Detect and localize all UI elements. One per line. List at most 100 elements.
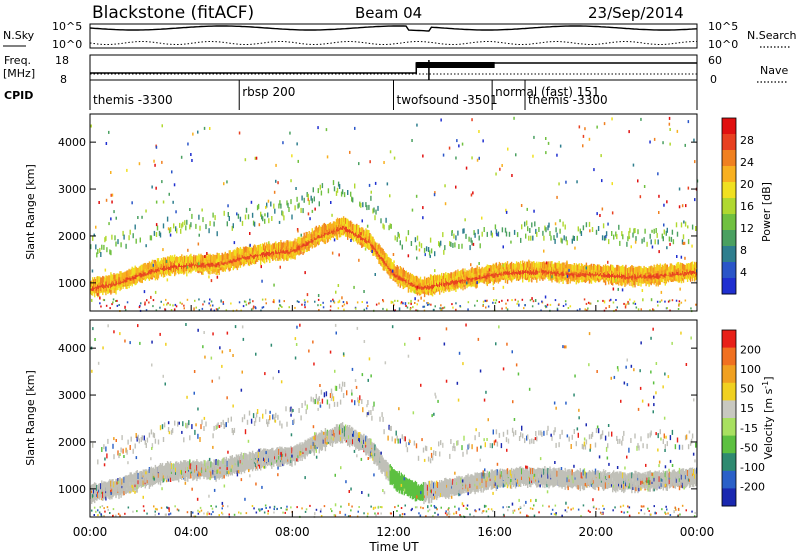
echo-cell xyxy=(633,275,635,281)
echo-cell xyxy=(487,264,489,271)
echo-cell xyxy=(497,267,500,274)
echo-cell xyxy=(240,458,243,465)
echo-cell xyxy=(111,274,113,281)
echo-cell xyxy=(376,248,378,255)
echo-cell xyxy=(137,473,139,479)
echo-cell xyxy=(98,283,100,289)
scatter-cell xyxy=(154,163,156,167)
scatter-cell xyxy=(190,153,192,156)
echo-cell xyxy=(208,265,210,271)
echo-cell xyxy=(223,461,225,468)
echo-cell xyxy=(125,482,127,489)
echo-cell xyxy=(312,231,314,238)
echo-cell xyxy=(464,283,466,290)
scatter-cell xyxy=(481,216,483,220)
near-range-cell xyxy=(549,303,552,306)
echo-cell xyxy=(169,255,172,262)
scatter-cell xyxy=(465,166,468,170)
scatter-cell xyxy=(559,219,561,223)
echo-cell xyxy=(321,229,324,236)
scatter-cell xyxy=(502,245,504,249)
echo-cell xyxy=(680,222,683,228)
echo-cell xyxy=(423,276,426,283)
echo-cell xyxy=(188,470,190,477)
echo-cell xyxy=(488,271,490,278)
echo-cell xyxy=(564,264,566,271)
echo-cell xyxy=(281,242,283,249)
echo-cell xyxy=(232,264,234,271)
echo-cell xyxy=(196,459,198,466)
echo-cell xyxy=(654,239,656,245)
scatter-cell xyxy=(545,261,548,265)
echo-cell xyxy=(135,474,137,481)
echo-cell xyxy=(317,226,319,233)
echo-cell xyxy=(478,235,480,241)
echo-cell xyxy=(560,273,562,280)
echo-cell xyxy=(520,260,522,267)
echo-cell xyxy=(474,271,476,278)
echo-cell xyxy=(486,264,488,271)
scatter-cell xyxy=(105,198,108,202)
echo-cell xyxy=(236,254,239,261)
echo-cell xyxy=(258,416,261,422)
echo-cell xyxy=(348,231,350,238)
echo-cell xyxy=(310,232,312,239)
echo-cell xyxy=(329,222,332,229)
echo-cell xyxy=(650,239,652,245)
echo-cell xyxy=(195,470,197,477)
near-range-cell xyxy=(666,307,668,310)
echo-cell xyxy=(287,248,289,255)
echo-cell xyxy=(442,275,444,282)
echo-cell xyxy=(691,264,694,271)
echo-cell xyxy=(591,266,594,273)
echo-cell xyxy=(114,274,116,281)
echo-cell xyxy=(185,475,187,482)
echo-cell xyxy=(171,259,174,266)
echo-cell xyxy=(253,248,256,255)
scatter-cell xyxy=(166,278,169,282)
echo-cell xyxy=(549,263,551,270)
echo-cell xyxy=(310,195,312,201)
echo-cell xyxy=(434,251,436,257)
scatter-cell xyxy=(666,246,668,250)
echo-cell xyxy=(406,272,409,279)
echo-cell xyxy=(96,494,98,501)
echo-cell xyxy=(682,234,685,240)
echo-cell xyxy=(350,191,352,197)
echo-cell xyxy=(313,241,315,248)
scatter-cell xyxy=(358,258,360,262)
echo-cell xyxy=(178,471,180,478)
echo-cell xyxy=(263,253,265,260)
echo-cell xyxy=(307,244,309,251)
echo-cell xyxy=(672,274,675,281)
echo-cell xyxy=(95,483,97,490)
echo-cell xyxy=(307,234,309,240)
scatter-cell xyxy=(488,268,491,272)
echo-cell xyxy=(544,273,546,280)
echo-cell xyxy=(216,460,218,467)
echo-cell xyxy=(549,272,551,279)
scatter-cell xyxy=(204,255,206,258)
echo-cell xyxy=(597,226,600,231)
near-range-cell xyxy=(183,304,185,307)
echo-cell xyxy=(225,256,227,263)
echo-cell xyxy=(344,217,347,224)
echo-cell xyxy=(346,226,348,232)
near-range-cell xyxy=(215,308,218,311)
scatter-cell xyxy=(393,156,396,160)
echo-cell xyxy=(239,457,242,464)
echo-cell xyxy=(617,276,619,283)
scatter-cell xyxy=(455,185,457,189)
echo-cell xyxy=(644,228,646,234)
echo-cell xyxy=(228,254,230,261)
echo-cell xyxy=(97,485,99,492)
echo-cell xyxy=(126,476,128,482)
scatter-cell xyxy=(663,203,665,207)
echo-cell xyxy=(379,245,381,252)
echo-cell xyxy=(431,290,434,297)
echo-cell xyxy=(215,265,217,272)
echo-cell xyxy=(433,282,435,289)
echo-cell xyxy=(562,278,564,284)
scatter-cell xyxy=(360,232,362,236)
